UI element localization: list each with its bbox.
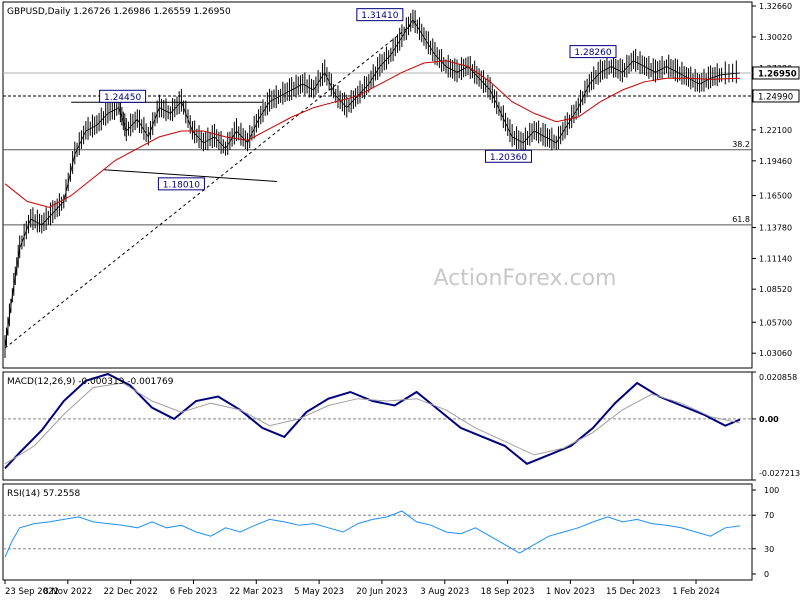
annotation-label: 1.28260 xyxy=(574,48,611,58)
price-line xyxy=(4,18,741,349)
y-tick-label: 1.08520 xyxy=(759,285,792,294)
moving-average-line xyxy=(4,60,741,208)
macd-signal-line xyxy=(4,382,741,465)
rsi-title: RSI(14) 57.2558 xyxy=(7,489,80,499)
annotation-box xyxy=(157,177,205,191)
annotation-label: 1.18010 xyxy=(163,180,200,190)
y-tick-label: 1.05700 xyxy=(759,318,792,327)
annotation-box xyxy=(484,149,532,163)
rsi-y-tick-label: 30 xyxy=(764,545,774,554)
y-tick-label: 1.22100 xyxy=(759,126,792,135)
rsi-panel-frame xyxy=(2,483,753,581)
x-tick-label: 1 Feb 2024 xyxy=(672,587,720,597)
fib-label: 38.2 xyxy=(732,140,750,149)
annotation-label: 1.20360 xyxy=(490,153,527,163)
y-tick-label: 1.03060 xyxy=(759,349,792,358)
macd-y-tick-label: -0.027213 xyxy=(759,469,800,478)
annotation-box xyxy=(569,45,617,59)
x-tick-label: 5 May 2023 xyxy=(294,587,344,597)
y-tick-label: 1.19460 xyxy=(759,157,792,166)
y-tick-label: 1.13780 xyxy=(759,223,792,232)
current-price-box xyxy=(752,66,800,80)
support-price-label: 1.24990 xyxy=(758,92,793,102)
macd-y-tick-label: 0.00 xyxy=(759,415,779,424)
rsi-y-tick-label: 100 xyxy=(764,486,779,495)
annotation-label: 1.31410 xyxy=(361,11,398,21)
price-chart-title: GBPUSD,Daily 1.26726 1.26986 1.26559 1.2… xyxy=(7,7,231,17)
x-tick-label: 6 Feb 2023 xyxy=(170,587,218,597)
macd-panel-frame xyxy=(2,371,753,481)
y-tick-label: 1.11140 xyxy=(759,254,792,263)
x-tick-label: 18 Sep 2023 xyxy=(481,587,535,597)
price-panel-frame xyxy=(2,1,753,369)
support-trend-line xyxy=(104,169,277,182)
annotation-box xyxy=(356,8,404,22)
y-tick-label: 1.30020 xyxy=(759,33,792,42)
rsi-line xyxy=(4,510,741,558)
macd-title: MACD(12,26,9) -0.000319 -0.001769 xyxy=(7,377,174,387)
trend-line-dashed xyxy=(4,20,417,349)
x-tick-label: 1 Nov 2023 xyxy=(546,587,595,597)
y-tick-label: 1.32660 xyxy=(759,2,792,11)
current-price-label: 1.26950 xyxy=(758,69,797,79)
x-tick-label: 8 Nov 2022 xyxy=(43,587,92,597)
x-tick-label: 3 Aug 2023 xyxy=(420,587,469,597)
macd-y-tick-label: 0.020858 xyxy=(759,373,797,382)
x-tick-label: 22 Dec 2022 xyxy=(103,587,157,597)
annotation-box xyxy=(99,89,147,103)
watermark-text: ActionForex.com xyxy=(434,266,617,291)
y-tick-label: 1.16500 xyxy=(759,192,792,201)
fib-label: 61.8 xyxy=(732,215,750,224)
x-tick-label: 22 Mar 2023 xyxy=(229,587,283,597)
annotation-label: 1.24450 xyxy=(104,93,141,103)
macd-line xyxy=(4,372,741,469)
x-tick-label: 20 Jun 2023 xyxy=(356,587,407,597)
x-tick-label: 23 Sep 2022 xyxy=(5,587,59,597)
support-price-box xyxy=(752,89,800,103)
x-tick-label: 15 Dec 2023 xyxy=(606,587,660,597)
rsi-y-tick-label: 0 xyxy=(764,570,769,579)
rsi-y-tick-label: 70 xyxy=(764,511,774,520)
